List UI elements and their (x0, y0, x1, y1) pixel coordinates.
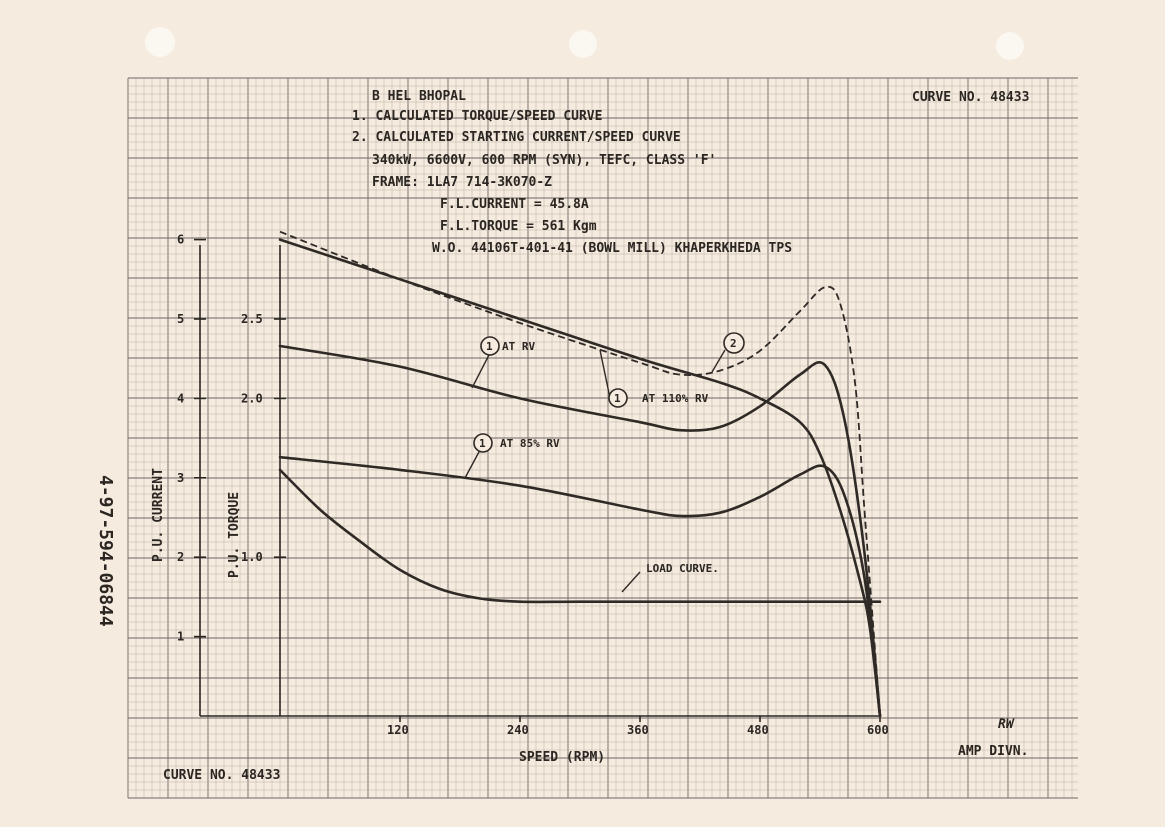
header-work-order: W.O. 44106T-401-41 (BOWL MILL) KHAPERKHE… (432, 241, 792, 256)
marker-2 (723, 332, 745, 354)
curve-number-bottom: CURVE NO. 48433 (163, 768, 280, 783)
curve-torque-85-rv (278, 455, 882, 718)
torque-tick-label: 2.0 (241, 391, 263, 405)
marker-2-num: 2 (730, 337, 737, 350)
marker-1-at-85-rv-num: 1 (479, 437, 486, 450)
current-tick-label: 5 (177, 312, 184, 326)
label-at-110-rv: AT 110% RV (642, 392, 709, 405)
header-fl-torque: F.L.TORQUE = 561 Kgm (440, 219, 597, 234)
initials-mark: RW (998, 717, 1015, 732)
torque-tick-label: 2.5 (241, 312, 263, 326)
header-frame: FRAME: 1LA7 714-3K070-Z (372, 175, 552, 190)
x-tick-label: 480 (747, 723, 769, 737)
load-curve (278, 468, 882, 604)
x-tick-label: 360 (627, 723, 649, 737)
current-tick-label: 3 (177, 471, 184, 485)
marker-1-at-110-rv (608, 388, 628, 408)
x-tick-label: 240 (507, 723, 529, 737)
curve-number-top: CURVE NO. 48433 (912, 90, 1029, 105)
x-tick-label: 120 (387, 723, 409, 737)
current-tick-label: 2 (177, 550, 184, 564)
current-tick-label: 1 (177, 630, 184, 644)
amp-divn-label: AMP DIVN. (958, 744, 1028, 759)
header-title-1: 1. CALCULATED TORQUE/SPEED CURVE (352, 109, 602, 124)
leader-at-rv (471, 352, 491, 389)
header-fl-current: F.L.CURRENT = 45.8A (440, 197, 589, 212)
marker-1-at-rv (480, 336, 500, 356)
marker-1-at-110-rv-num: 1 (614, 392, 621, 405)
torque-axis-title: P.U. TORQUE (227, 492, 242, 578)
leader-curve-2 (711, 349, 726, 373)
graph-paper-grid (127, 77, 1078, 799)
leader-load-curve (621, 571, 641, 593)
curve-2-dashed (279, 230, 881, 717)
x-axis-title: SPEED (RPM) (519, 750, 605, 765)
curves (278, 230, 882, 718)
leader-at-85-rv (464, 449, 481, 479)
header-rating: 340kW, 6600V, 600 RPM (SYN), TEFC, CLASS… (372, 153, 716, 168)
header-company: B HEL BHOPAL (372, 89, 466, 104)
label-load-curve: LOAD CURVE. (646, 562, 719, 575)
curve-current-110-rv (278, 238, 882, 718)
x-tick-label: 600 (867, 723, 889, 737)
side-serial-number: 4-97-594-06844 (95, 475, 116, 627)
leader-at-110-rv (599, 349, 611, 399)
current-axis-title: P.U. CURRENT (151, 468, 166, 562)
marker-1-at-rv-num: 1 (486, 340, 493, 353)
punch-hole-center (569, 30, 597, 58)
label-at-rv: AT RV (502, 340, 535, 353)
torque-tick-label: 1.0 (241, 550, 263, 564)
header-title-2: 2. CALCULATED STARTING CURRENT/SPEED CUR… (352, 130, 681, 145)
marker-1-at-85-rv (473, 433, 493, 453)
axis-ticks: 120 240 360 480 600 1 2 3 4 5 6 1.0 2.0 2.5 (177, 233, 889, 737)
curve-torque-at-rv (278, 344, 882, 718)
punch-hole-right (996, 32, 1024, 60)
punch-hole-left (145, 27, 175, 57)
label-at-85-rv: AT 85% RV (500, 437, 560, 450)
current-tick-label: 6 (177, 233, 184, 247)
current-tick-label: 4 (177, 391, 184, 405)
